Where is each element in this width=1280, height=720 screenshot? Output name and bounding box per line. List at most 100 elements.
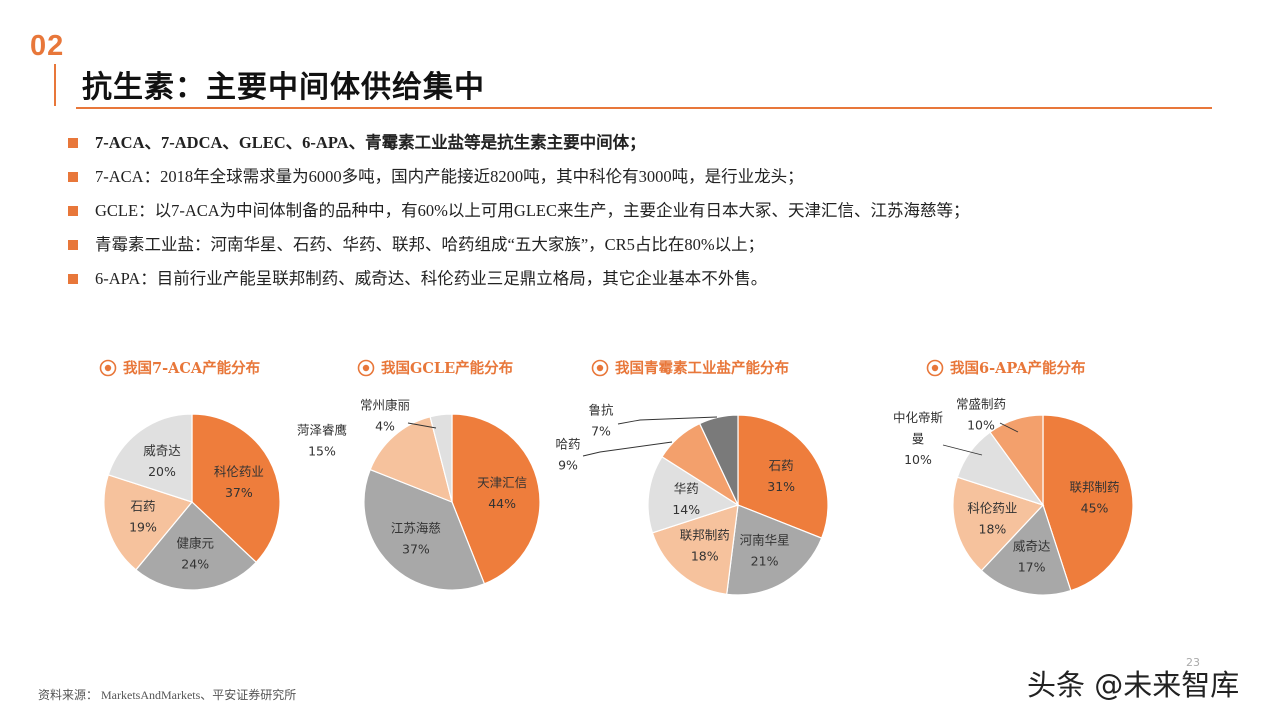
bullet-square-icon (68, 172, 78, 182)
bullet-item: 7-ACA：2018年全球需求量为6000多吨，国内产能接近8200吨，其中科伦… (64, 160, 969, 194)
watermark: 头条 @未来智库 (1027, 668, 1240, 702)
leader-line (582, 441, 673, 457)
pie-slice (451, 413, 541, 585)
bullet-square-icon (68, 206, 78, 216)
pie-slice (429, 413, 453, 503)
pie-slice-value: 45% (1081, 500, 1109, 515)
pie-slice-name: 威奇达 (143, 443, 181, 458)
target-icon-center (596, 364, 604, 372)
pie-slice-value: 17% (1018, 559, 1046, 574)
bullet-square-icon (68, 138, 78, 148)
bullet-item: GCLE：以7-ACA为中间体制备的品种中，有60%以上可用GLEC来生产，主要… (64, 194, 969, 228)
pie-slice-value: 44% (488, 496, 516, 511)
pie-slice (103, 474, 194, 571)
bullet-text: 7-ACA、7-ADCA、GLEC、6-APA、青霉素工业盐等是抗生素主要中间体… (95, 133, 646, 152)
pie-slice-name: 菏泽睿鹰 (297, 423, 347, 438)
pie-slice-name: 石药 (130, 499, 155, 514)
page-number: 23 (1186, 656, 1200, 669)
target-icon (357, 359, 375, 377)
bullet-text: GCLE：以7-ACA为中间体制备的品种中，有60%以上可用GLEC来生产，主要… (95, 201, 970, 220)
bullet-square-icon (68, 274, 78, 284)
title-underline (76, 107, 1212, 109)
pie-slice-name: 中化帝斯 (893, 410, 943, 425)
target-icon (926, 359, 944, 377)
title-accent-bar (54, 64, 56, 106)
leader-line (617, 416, 718, 425)
pie-slice-value: 18% (979, 521, 1007, 536)
pie-slice (726, 504, 823, 596)
pie-slice-name: 科伦药业 (967, 500, 1017, 515)
pie-slice-value: 18% (691, 549, 719, 564)
pie-slice (135, 501, 257, 591)
pie-slice-name: 河南华星 (740, 532, 790, 547)
pie-slice (369, 416, 453, 503)
pie-slice-name: 天津汇信 (477, 475, 527, 490)
bullet-text: 7-ACA：2018年全球需求量为6000多吨，国内产能接近8200吨，其中科伦… (95, 167, 804, 186)
bullet-text: 青霉素工业盐：河南华星、石药、华药、联邦、哈药组成“五大家族”，CR5占比在80… (95, 235, 765, 254)
leader-line (407, 422, 437, 429)
pie-slice (952, 476, 1045, 572)
pie-slice-value: 9% (558, 458, 578, 473)
pie-slice-name: 常州康丽 (360, 398, 410, 413)
pie-slice-value: 10% (904, 452, 932, 467)
pie-slice-value: 7% (591, 424, 611, 439)
pie-slice-name: 威奇达 (1013, 538, 1051, 553)
pie-slice-value: 20% (148, 464, 176, 479)
bullet-square-icon (68, 240, 78, 250)
target-icon-center (104, 364, 112, 372)
pie-slice-name: 华药 (674, 481, 699, 496)
pie-slice-name: 曼 (912, 431, 925, 446)
pie-slice (1042, 414, 1134, 592)
pie-slice (989, 414, 1044, 507)
pie-slice (698, 414, 739, 506)
pie-slice-name: 常盛制药 (956, 397, 1006, 412)
pie-slice-name: 江苏海慈 (391, 521, 441, 536)
pie-slice-value: 10% (967, 418, 995, 433)
bullet-item: 青霉素工业盐：河南华星、石药、华药、联邦、哈药组成“五大家族”，CR5占比在80… (64, 228, 969, 262)
pie-slice-value: 14% (672, 502, 700, 517)
pie-slice-name: 健康元 (176, 535, 214, 550)
pie-title: 我国6-APA产能分布 (950, 359, 1085, 377)
leader-line (942, 444, 983, 456)
pie-title: 我国GCLE产能分布 (381, 359, 513, 377)
pie-title: 我国7-ACA产能分布 (123, 359, 260, 377)
pie-slice-value: 19% (129, 520, 157, 535)
pie-slice-name: 联邦制药 (680, 528, 730, 543)
pie-slice-name: 联邦制药 (1070, 479, 1120, 494)
pie-slice-name: 科伦药业 (214, 464, 264, 479)
pie-slice-name: 鲁抗 (588, 403, 614, 418)
pie-slice (647, 455, 740, 534)
pie-slice (191, 413, 281, 564)
bullet-item: 7-ACA、7-ADCA、GLEC、6-APA、青霉素工业盐等是抗生素主要中间体… (64, 126, 969, 160)
bullet-list: 7-ACA、7-ADCA、GLEC、6-APA、青霉素工业盐等是抗生素主要中间体… (64, 126, 969, 296)
bullet-text: 6-APA：目前行业产能呈联邦制药、威奇达、科伦药业三足鼎立格局，其它企业基本不… (95, 269, 768, 288)
source-note: 资料来源： MarketsAndMarkets、平安证券研究所 (38, 688, 297, 702)
pie-slice-value: 37% (402, 542, 430, 557)
leader-line (999, 422, 1019, 433)
page-title: 抗生素：主要中间体供给集中 (82, 70, 485, 105)
target-icon-center (362, 364, 370, 372)
pie-slice-name: 石药 (769, 458, 794, 473)
section-number: 02 (30, 30, 65, 62)
pie-slice-value: 4% (375, 419, 395, 434)
pie-slice (107, 413, 193, 503)
target-icon-center (931, 364, 939, 372)
pie-slice-value: 24% (181, 556, 209, 571)
pie-slice (363, 468, 486, 591)
pie-slice (651, 504, 739, 595)
pie-slice (737, 414, 829, 539)
pie-slice-value: 21% (751, 553, 779, 568)
pie-slice-name: 哈药 (555, 437, 580, 452)
pie-title: 我国青霉素工业盐产能分布 (615, 359, 789, 377)
target-icon (99, 359, 117, 377)
target-icon (591, 359, 609, 377)
pie-slice-value: 31% (767, 479, 795, 494)
pie-slice-value: 15% (308, 444, 336, 459)
pie-slice-value: 37% (225, 485, 253, 500)
pie-slice (980, 503, 1072, 596)
